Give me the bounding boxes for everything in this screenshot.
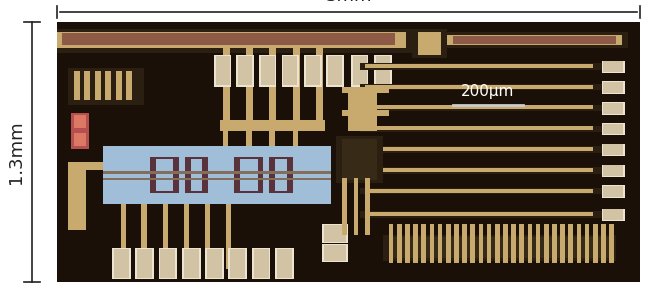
Text: 1.3mm: 1.3mm	[7, 120, 25, 184]
Text: 200μm: 200μm	[461, 84, 515, 99]
Text: 3mm: 3mm	[325, 0, 372, 5]
